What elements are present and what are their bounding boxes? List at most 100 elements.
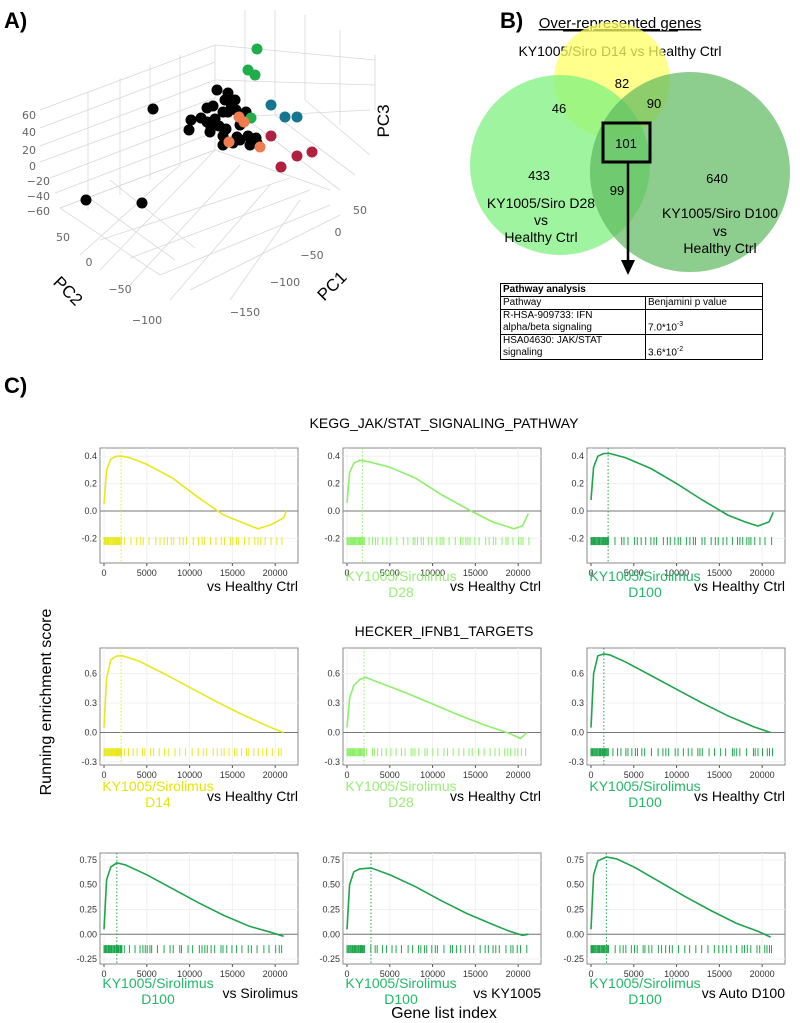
group-caption: KY1005/Sirolimus xyxy=(102,975,213,991)
plot-frame xyxy=(99,647,299,766)
enrichment-curve xyxy=(590,856,772,938)
y-tick-label: 0.00 xyxy=(79,929,97,939)
pca-point xyxy=(211,84,223,96)
y-tick-label: 0.0 xyxy=(571,506,584,516)
pca-point xyxy=(251,43,263,55)
x-tick-label: 10000 xyxy=(420,969,445,979)
pca-point xyxy=(223,136,235,148)
group-caption: KY1005/Sirolimus xyxy=(589,778,700,794)
pc2-tick: 50 xyxy=(56,231,70,244)
pc1-tick: −150 xyxy=(230,306,260,319)
x-tick-label: 10000 xyxy=(177,969,202,979)
panel-label-b: B) xyxy=(500,8,523,33)
pca-point xyxy=(147,103,159,115)
y-tick-label: 0.2 xyxy=(327,479,340,489)
group-caption: D100 xyxy=(628,584,662,600)
y-tick-label: 0.0 xyxy=(571,728,584,738)
pc2-tick: −50 xyxy=(108,283,131,296)
x-tick-label: 5000 xyxy=(624,969,644,979)
y-tick-label: -0.25 xyxy=(563,954,584,964)
y-tick-label: 0.0 xyxy=(327,728,340,738)
group-caption: D100 xyxy=(628,794,662,810)
pca-gridline xyxy=(79,164,181,256)
group-caption: KY1005/Sirolimus xyxy=(345,568,456,584)
pca-gridline xyxy=(129,189,311,259)
pca-gridline xyxy=(39,97,216,163)
group-caption: D100 xyxy=(141,991,175,1007)
venn-diagram: Over-represented genes KY1005/Siro D14 v… xyxy=(470,15,790,275)
group-caption: D28 xyxy=(388,584,414,600)
x-tick-label: 20000 xyxy=(750,568,775,578)
x-tick-label: 20000 xyxy=(263,770,288,780)
x-tick-label: 10000 xyxy=(420,568,445,578)
y-axis-label: Running enrichment score xyxy=(38,609,55,796)
pca-gridline xyxy=(39,44,216,111)
gsea-plot: 0.6 0.3 0.0 -0.3 0 5000 10000 15000 20000 KY1005/… xyxy=(81,647,299,810)
pc1-tick: 50 xyxy=(353,204,367,217)
y-tick-label: 0.50 xyxy=(79,880,97,890)
y-tick-label: 0.3 xyxy=(327,698,340,708)
pca-point xyxy=(254,141,266,153)
venn-set-d28-label: Healthy Ctrl xyxy=(504,229,577,245)
x-tick-label: 0 xyxy=(344,770,349,780)
group-caption: KY1005/Sirolimus xyxy=(345,975,456,991)
gsea-panels: KEGG_JAK/STAT_SIGNALING_PATHWAY HECKER_I… xyxy=(38,415,786,1022)
pca-point xyxy=(201,102,213,114)
gsea-plot: 0.6 0.3 0.0 -0.3 0 5000 10000 15000 20000 KY1005/… xyxy=(324,647,542,810)
y-tick-label: -0.2 xyxy=(81,533,97,543)
venn-set-d100-label: Healthy Ctrl xyxy=(683,240,756,256)
y-tick-label: 0.50 xyxy=(322,880,340,890)
comparison-caption: vs KY1005 xyxy=(473,985,541,1001)
pca-point xyxy=(80,194,92,206)
y-tick-label: 0.50 xyxy=(566,880,584,890)
table-row: R-HSA-909733: IFN alpha/beta signaling 7.… xyxy=(500,309,763,335)
gsea-plot: 0.6 0.3 0.0 -0.3 0 5000 10000 15000 20000 KY1005/… xyxy=(568,647,786,810)
y-tick-label: 0.2 xyxy=(571,479,584,489)
y-tick-label: 0.25 xyxy=(79,904,97,914)
y-tick-label: 0.0 xyxy=(84,728,97,738)
x-tick-label: 0 xyxy=(588,969,593,979)
y-tick-label: 0.0 xyxy=(84,506,97,516)
plot-frame xyxy=(342,647,542,766)
x-tick-label: 5000 xyxy=(137,770,157,780)
pca-point xyxy=(291,150,303,162)
enrichment-curve xyxy=(103,655,284,734)
gsea-plot: 0.75 0.50 0.25 0.00 -0.25 0 5000 10000 15000 2000… xyxy=(563,852,786,1007)
y-tick-label: 0.00 xyxy=(566,929,584,939)
pca-point xyxy=(291,111,303,123)
x-tick-label: 5000 xyxy=(624,568,644,578)
comparison-caption: vs Sirolimus xyxy=(223,985,298,1001)
venn-count: 99 xyxy=(610,183,624,198)
group-caption: KY1005/Sirolimus xyxy=(345,778,456,794)
pca-gridline xyxy=(214,149,331,191)
x-tick-label: 0 xyxy=(344,568,349,578)
group-caption: D14 xyxy=(145,794,171,810)
group-caption: D28 xyxy=(388,794,414,810)
x-tick-label: 20000 xyxy=(506,770,531,780)
pca-gridline xyxy=(39,79,216,147)
pathway-name: alpha/beta signaling xyxy=(503,322,592,333)
y-tick-label: -0.2 xyxy=(568,533,584,543)
x-tick-label: 10000 xyxy=(664,969,689,979)
y-tick-label: -0.3 xyxy=(568,757,584,767)
pca-gridline xyxy=(109,179,196,249)
group-caption: KY1005/Sirolimus xyxy=(589,975,700,991)
x-tick-label: 10000 xyxy=(177,568,202,578)
p-value-exponent: -3 xyxy=(676,320,684,328)
y-tick-label: 0.3 xyxy=(84,698,97,708)
comparison-caption: vs Healthy Ctrl xyxy=(694,788,785,804)
enrichment-curve xyxy=(103,455,288,530)
pca-gridline xyxy=(214,44,376,61)
pathway-cell: R-HSA-909733: IFN alpha/beta signaling xyxy=(500,309,646,335)
y-tick-label: -0.25 xyxy=(76,954,97,964)
intersection-highlight-box xyxy=(601,121,652,164)
venn-set-d100-label: vs xyxy=(713,223,727,239)
x-tick-label: 5000 xyxy=(137,568,157,578)
pca-gridline xyxy=(214,79,376,86)
group-caption: KY1005/Sirolimus xyxy=(102,778,213,794)
x-tick-label: 20000 xyxy=(506,568,531,578)
comparison-caption: vs Auto D100 xyxy=(702,985,785,1001)
pc3-tick: 0 xyxy=(29,160,36,173)
pc3-tick: −40 xyxy=(27,190,50,203)
